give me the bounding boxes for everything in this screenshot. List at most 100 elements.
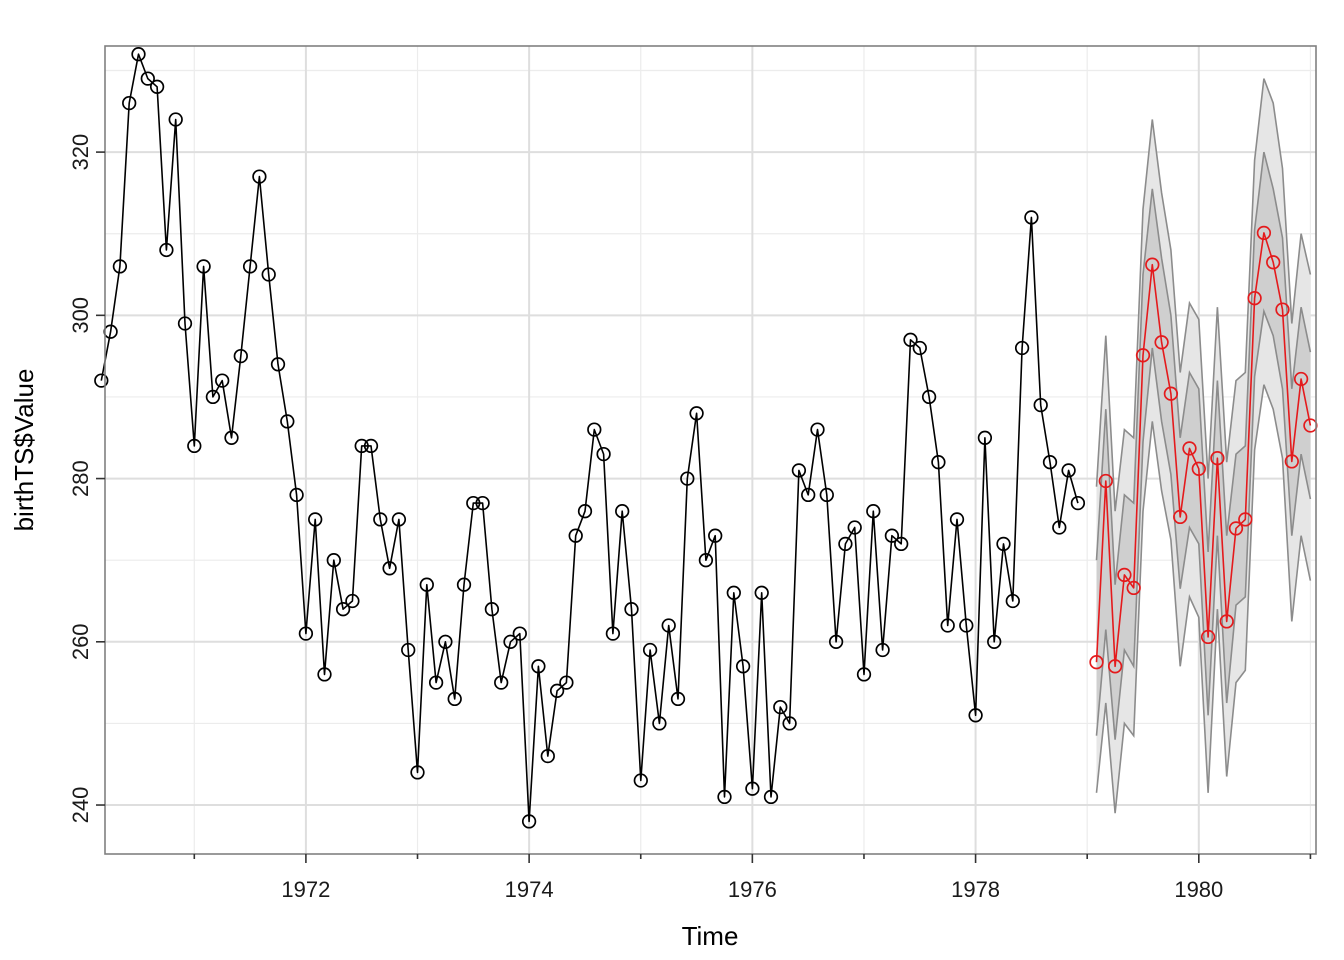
data-point xyxy=(801,487,816,503)
data-point xyxy=(559,675,574,690)
data-point xyxy=(549,683,565,698)
y-axis-ticks: 240 260 280 300 320 xyxy=(68,134,105,824)
data-point xyxy=(605,626,621,641)
data-point xyxy=(233,348,248,364)
y-tick-label: 260 xyxy=(68,623,93,660)
x-tick-label: 1976 xyxy=(728,877,777,902)
data-point xyxy=(1284,454,1299,469)
data-point xyxy=(1135,348,1151,363)
data-point xyxy=(940,618,955,633)
data-point xyxy=(410,765,425,780)
data-point xyxy=(959,618,974,633)
y-tick-label: 320 xyxy=(68,134,93,171)
data-point xyxy=(335,602,351,617)
observed-series xyxy=(94,47,1086,829)
data-point xyxy=(828,634,844,649)
x-tick-label: 1980 xyxy=(1174,877,1223,902)
data-point xyxy=(1266,255,1281,270)
data-point xyxy=(215,373,230,388)
series-line xyxy=(1095,232,1312,668)
data-point xyxy=(791,463,807,478)
y-tick-label: 240 xyxy=(68,787,93,824)
data-point xyxy=(912,340,927,356)
data-point xyxy=(503,634,518,649)
data-point xyxy=(1014,340,1030,356)
forecast-series xyxy=(1089,225,1318,674)
data-point xyxy=(270,357,286,372)
data-point xyxy=(1182,441,1197,456)
data-point xyxy=(1107,659,1123,674)
data-point xyxy=(521,814,537,829)
data-point xyxy=(726,585,741,600)
data-point xyxy=(391,512,407,527)
data-point xyxy=(484,602,500,617)
data-point xyxy=(298,626,314,641)
x-tick-label: 1972 xyxy=(281,877,330,902)
data-point xyxy=(903,332,918,347)
x-tick-label: 1974 xyxy=(505,877,554,902)
data-point xyxy=(1042,455,1058,470)
data-point xyxy=(1005,593,1020,609)
data-point xyxy=(289,487,304,503)
data-point xyxy=(1173,509,1188,525)
data-point xyxy=(615,504,630,519)
data-point xyxy=(1200,629,1216,645)
y-tick-label: 300 xyxy=(68,297,93,334)
data-series xyxy=(94,47,1318,829)
data-point xyxy=(754,585,769,600)
data-point xyxy=(242,259,258,274)
data-point xyxy=(159,242,174,258)
band-80-fill xyxy=(1096,152,1311,740)
data-point xyxy=(205,389,221,405)
data-point xyxy=(1024,210,1039,225)
band-80-lower-line xyxy=(1095,308,1312,740)
data-point xyxy=(363,438,379,454)
data-point xyxy=(1163,386,1179,401)
plot-panel-border xyxy=(104,45,1317,855)
data-point xyxy=(847,520,862,535)
data-point xyxy=(1256,225,1272,241)
data-point xyxy=(1089,655,1104,670)
data-point xyxy=(884,528,900,543)
data-point xyxy=(252,169,267,184)
data-point xyxy=(456,577,472,592)
data-point xyxy=(168,112,183,127)
data-point xyxy=(140,71,155,86)
data-point xyxy=(931,455,946,470)
data-point xyxy=(819,487,834,503)
data-point xyxy=(419,577,434,592)
data-point xyxy=(1098,473,1113,489)
data-point xyxy=(1117,567,1132,583)
data-point xyxy=(1154,335,1169,350)
data-point xyxy=(810,422,825,437)
data-point xyxy=(642,642,658,658)
data-point xyxy=(373,512,388,527)
data-point xyxy=(94,373,109,388)
data-point xyxy=(977,430,993,445)
data-point xyxy=(354,438,369,454)
data-point xyxy=(624,602,639,617)
data-point xyxy=(326,553,341,568)
data-point xyxy=(131,47,146,62)
data-point xyxy=(1070,495,1086,511)
data-point xyxy=(670,691,686,707)
data-point xyxy=(875,642,890,658)
data-point xyxy=(968,708,983,723)
data-point xyxy=(149,79,165,94)
data-point xyxy=(1052,520,1067,535)
data-point xyxy=(261,267,276,282)
data-point xyxy=(317,667,332,682)
data-point xyxy=(112,259,128,274)
data-point xyxy=(345,593,360,609)
data-point xyxy=(689,406,704,421)
data-point xyxy=(280,414,295,429)
data-point xyxy=(187,438,202,454)
data-point xyxy=(763,789,779,805)
data-point xyxy=(1191,461,1206,476)
data-point xyxy=(1219,614,1234,629)
data-point xyxy=(382,561,397,576)
data-point xyxy=(1228,521,1244,536)
data-point xyxy=(401,642,416,658)
data-point xyxy=(1247,291,1262,306)
